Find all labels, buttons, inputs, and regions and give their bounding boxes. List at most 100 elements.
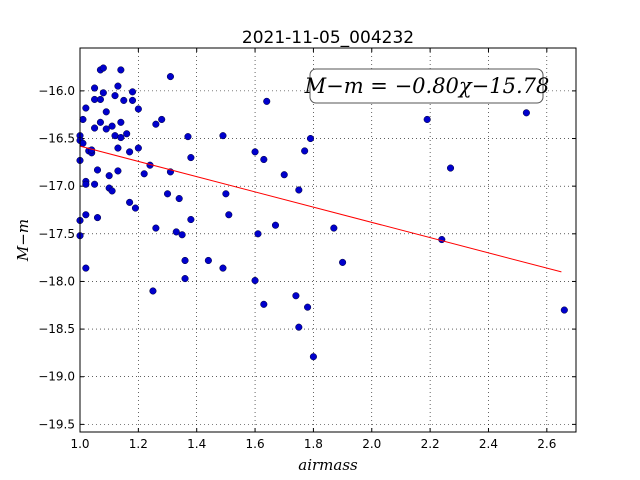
data-point	[181, 275, 189, 283]
data-point	[166, 73, 174, 81]
data-point	[184, 133, 192, 141]
data-point	[260, 300, 268, 308]
data-point	[93, 214, 102, 222]
data-point	[295, 323, 303, 331]
data-point	[91, 84, 99, 92]
data-point	[560, 306, 568, 314]
x-tick-label: 2.6	[537, 437, 556, 451]
data-point	[96, 95, 104, 104]
data-point	[260, 155, 268, 164]
x-axis-label: airmass	[298, 456, 358, 474]
data-point	[108, 122, 116, 130]
data-point	[152, 120, 160, 128]
plot-frame	[79, 47, 577, 433]
data-point	[292, 292, 300, 300]
data-point	[225, 211, 233, 219]
data-point	[280, 171, 288, 179]
data-point	[123, 130, 131, 138]
fit-annotation-text: M−m = −0.80χ−15.78	[304, 74, 550, 98]
data-point	[172, 228, 180, 236]
data-point	[254, 230, 262, 238]
chart-title: 2021-11-05_004232	[242, 28, 414, 48]
plot-area	[80, 48, 576, 432]
data-point	[423, 115, 431, 124]
data-point	[79, 139, 87, 147]
data-point	[446, 164, 455, 172]
data-point	[181, 256, 189, 265]
data-point	[102, 125, 110, 133]
data-point	[120, 96, 128, 104]
data-point	[82, 180, 90, 188]
data-point	[330, 224, 338, 232]
data-point	[131, 204, 139, 212]
data-point	[438, 235, 446, 244]
data-point	[522, 109, 530, 117]
data-point	[105, 172, 113, 180]
data-point	[114, 144, 122, 152]
data-point	[251, 148, 259, 156]
data-point	[117, 134, 125, 142]
data-point	[187, 215, 195, 224]
data-point	[163, 190, 172, 198]
data-point	[91, 180, 99, 188]
y-tick-labels: −16.0 −16.5 −17.0 −17.5 −18.0 −18.5 −19.0 −19.5	[38, 84, 75, 431]
y-tick-label: −19.5	[38, 417, 75, 431]
data-point	[219, 132, 227, 140]
fit-annotation-box: M−m = −0.80χ−15.78	[304, 68, 550, 104]
x-tick-label: 1.4	[187, 437, 206, 451]
data-point	[306, 134, 315, 143]
data-point	[251, 276, 259, 285]
data-point	[140, 170, 148, 178]
x-tick-label: 1.0	[70, 437, 89, 451]
y-axis-label: M−m	[14, 219, 32, 262]
data-point	[99, 89, 107, 97]
data-point	[339, 258, 347, 266]
data-point	[126, 198, 134, 206]
data-point	[149, 287, 157, 295]
y-tick-label: −17.5	[38, 227, 75, 241]
data-point	[301, 147, 309, 155]
data-point	[114, 82, 122, 90]
data-point	[222, 190, 230, 198]
data-point	[309, 353, 317, 361]
data-point	[295, 186, 303, 194]
data-point	[117, 118, 125, 126]
data-point	[99, 64, 107, 72]
data-point	[134, 144, 142, 152]
x-tick-labels: 1.0 1.2 1.4 1.6 1.8 2.0 2.2 2.4 2.6	[70, 437, 556, 451]
data-point	[263, 97, 271, 105]
data-point	[102, 108, 110, 116]
data-point	[82, 264, 90, 272]
data-point	[271, 221, 280, 229]
data-point	[158, 115, 166, 124]
data-point	[117, 66, 125, 74]
x-tick-label: 1.2	[129, 437, 148, 451]
x-tick-label: 2.0	[362, 437, 381, 451]
data-point	[111, 92, 119, 100]
y-tick-label: −16.0	[38, 84, 75, 98]
data-point	[79, 115, 87, 124]
data-point	[134, 105, 142, 113]
grid	[79, 48, 576, 432]
data-point	[128, 88, 137, 96]
y-tick-label: −19.0	[38, 370, 75, 384]
x-tick-label: 2.4	[479, 437, 498, 451]
data-point	[219, 264, 227, 272]
y-tick-label: −18.0	[38, 274, 75, 288]
data-point	[91, 124, 99, 132]
data-point	[126, 148, 134, 156]
data-point	[152, 224, 160, 232]
data-point	[175, 195, 183, 203]
data-point	[304, 303, 312, 311]
data-point	[82, 211, 90, 219]
data-point	[96, 118, 104, 126]
fit-line	[79, 145, 562, 273]
y-tick-label: −17.0	[38, 179, 75, 193]
data-point	[128, 96, 137, 104]
y-tick-label: −16.5	[38, 132, 75, 146]
data-point	[187, 154, 195, 162]
data-point	[204, 256, 212, 265]
data-point	[93, 166, 102, 174]
x-tick-label: 1.6	[246, 437, 265, 451]
